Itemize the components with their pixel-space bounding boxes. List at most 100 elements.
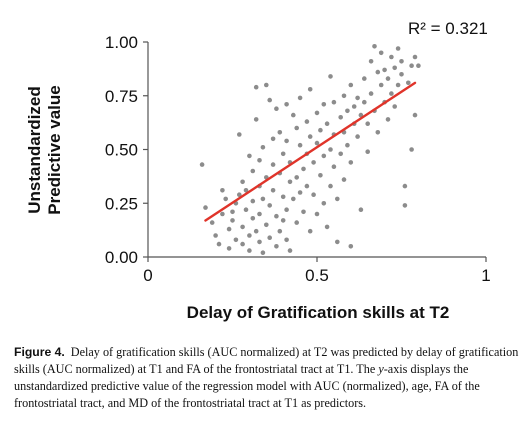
data-point [362,76,367,81]
data-point [324,224,330,230]
data-point [237,192,242,197]
data-point [395,82,401,88]
data-point [328,147,333,152]
data-point [358,207,364,212]
data-point [318,127,323,133]
data-point [297,142,303,148]
data-point [355,134,360,139]
data-point [267,203,273,208]
data-point [270,188,276,193]
data-point [280,218,286,223]
data-point [199,162,205,167]
data-point [321,153,327,159]
data-point [277,228,283,234]
data-point [307,134,313,139]
y-tick-label: 0.00 [105,248,138,267]
data-point [257,211,262,217]
data-point [284,207,289,212]
data-point [247,248,252,253]
data-point [284,138,289,144]
data-point [368,91,374,96]
data-point [250,216,256,221]
data-point [304,183,310,189]
data-point [348,82,354,88]
data-point [301,166,306,172]
data-point [324,121,330,126]
data-point [375,69,381,75]
data-point [233,237,239,243]
data-point [260,145,266,150]
data-point [250,198,256,204]
data-point [389,91,394,96]
data-point [240,224,245,230]
data-point [314,110,320,116]
data-point [230,218,235,223]
data-point [412,112,418,118]
data-point [372,44,377,49]
data-point [220,188,225,193]
data-point [297,190,303,195]
data-point [253,84,259,90]
data-point [253,228,259,234]
scatter-chart: 0.00 0.25 0.50 0.75 1.00 0 0.5 1 R² = 0.321 Del… [25,19,491,322]
data-point [287,179,293,185]
data-point [338,151,344,157]
data-point [328,74,333,79]
data-point [399,59,404,64]
data-point [291,196,296,202]
data-point [294,125,300,131]
data-point [240,241,245,247]
y-tick-label: 1.00 [105,33,138,52]
data-point [338,115,344,120]
data-point [409,63,414,68]
data-point [335,196,340,202]
data-point [257,158,262,163]
data-point [260,250,266,255]
data-point [270,162,276,167]
data-point [291,112,296,118]
y-tick-label: 0.50 [105,141,138,160]
x-tick-label: 1 [481,266,490,285]
axes: 0.00 0.25 0.50 0.75 1.00 0 0.5 1 [105,33,491,285]
data-point [216,241,222,247]
data-point [240,179,245,185]
data-point [267,235,273,240]
data-point [226,246,232,251]
data-point [287,248,293,253]
data-point [274,213,279,219]
data-point [274,106,279,111]
data-point [395,46,401,51]
figure-label: Figure 4. [14,345,65,359]
data-point [220,211,225,217]
data-point [311,192,316,197]
data-point [247,233,252,238]
data-point [260,196,266,202]
trendline [204,81,417,222]
data-point [321,201,327,206]
data-point [314,211,320,217]
data-point [416,63,421,68]
data-point [341,93,347,99]
data-point [267,97,273,103]
r-squared-annotation: R² = 0.321 [408,19,488,38]
data-point [284,102,289,107]
data-point [378,50,384,56]
data-point [264,82,269,88]
data-point [348,160,354,165]
data-point [335,239,340,245]
data-point [412,54,418,60]
data-point [389,54,394,60]
data-point [294,220,300,225]
scatter-points [199,44,421,255]
caption-italic-axis: y [378,362,384,376]
data-point [307,87,313,92]
data-point [331,99,337,105]
data-point [328,183,333,189]
y-axis-label-line-2: Predictive value [45,85,64,214]
chart-labels: R² = 0.321 Delay of Gratification skills… [25,19,488,322]
data-point [284,237,289,243]
data-point [392,104,398,109]
data-point [365,149,371,154]
data-point [257,239,262,245]
